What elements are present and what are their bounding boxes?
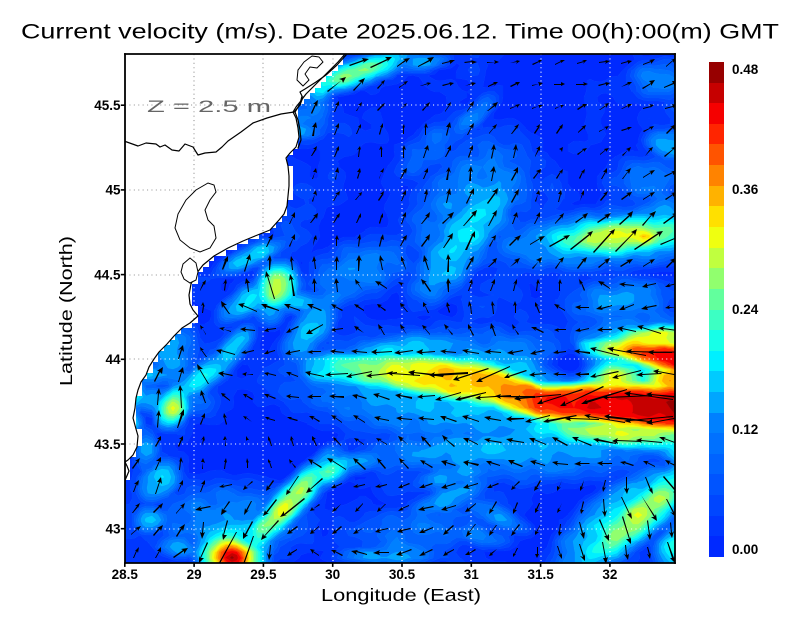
svg-text:Longitude (East): Longitude (East) <box>321 585 481 605</box>
svg-text:0.12: 0.12 <box>732 422 758 437</box>
svg-text:Current velocity (m/s). Date 2: Current velocity (m/s). Date 2025.06.12.… <box>21 21 779 44</box>
svg-text:0.36: 0.36 <box>732 182 759 197</box>
svg-text:45.5: 45.5 <box>94 98 121 113</box>
svg-text:28.5: 28.5 <box>112 567 139 582</box>
svg-text:29.5: 29.5 <box>250 567 277 582</box>
svg-text:Z = 2.5 m: Z = 2.5 m <box>147 97 271 116</box>
svg-text:43.5: 43.5 <box>94 437 121 452</box>
svg-text:0.24: 0.24 <box>732 302 759 317</box>
svg-text:30: 30 <box>325 567 340 582</box>
svg-text:0.48: 0.48 <box>732 62 759 77</box>
svg-text:44: 44 <box>105 352 121 367</box>
svg-text:43: 43 <box>105 522 121 537</box>
svg-text:32: 32 <box>602 567 617 582</box>
svg-text:31.5: 31.5 <box>527 567 554 582</box>
svg-text:45: 45 <box>105 183 121 198</box>
svg-text:31: 31 <box>464 567 480 582</box>
svg-text:30.5: 30.5 <box>389 567 416 582</box>
svg-text:44.5: 44.5 <box>94 267 121 282</box>
svg-text:0.00: 0.00 <box>732 542 758 557</box>
svg-text:Latitude (North): Latitude (North) <box>56 236 76 386</box>
svg-text:29: 29 <box>187 567 202 582</box>
